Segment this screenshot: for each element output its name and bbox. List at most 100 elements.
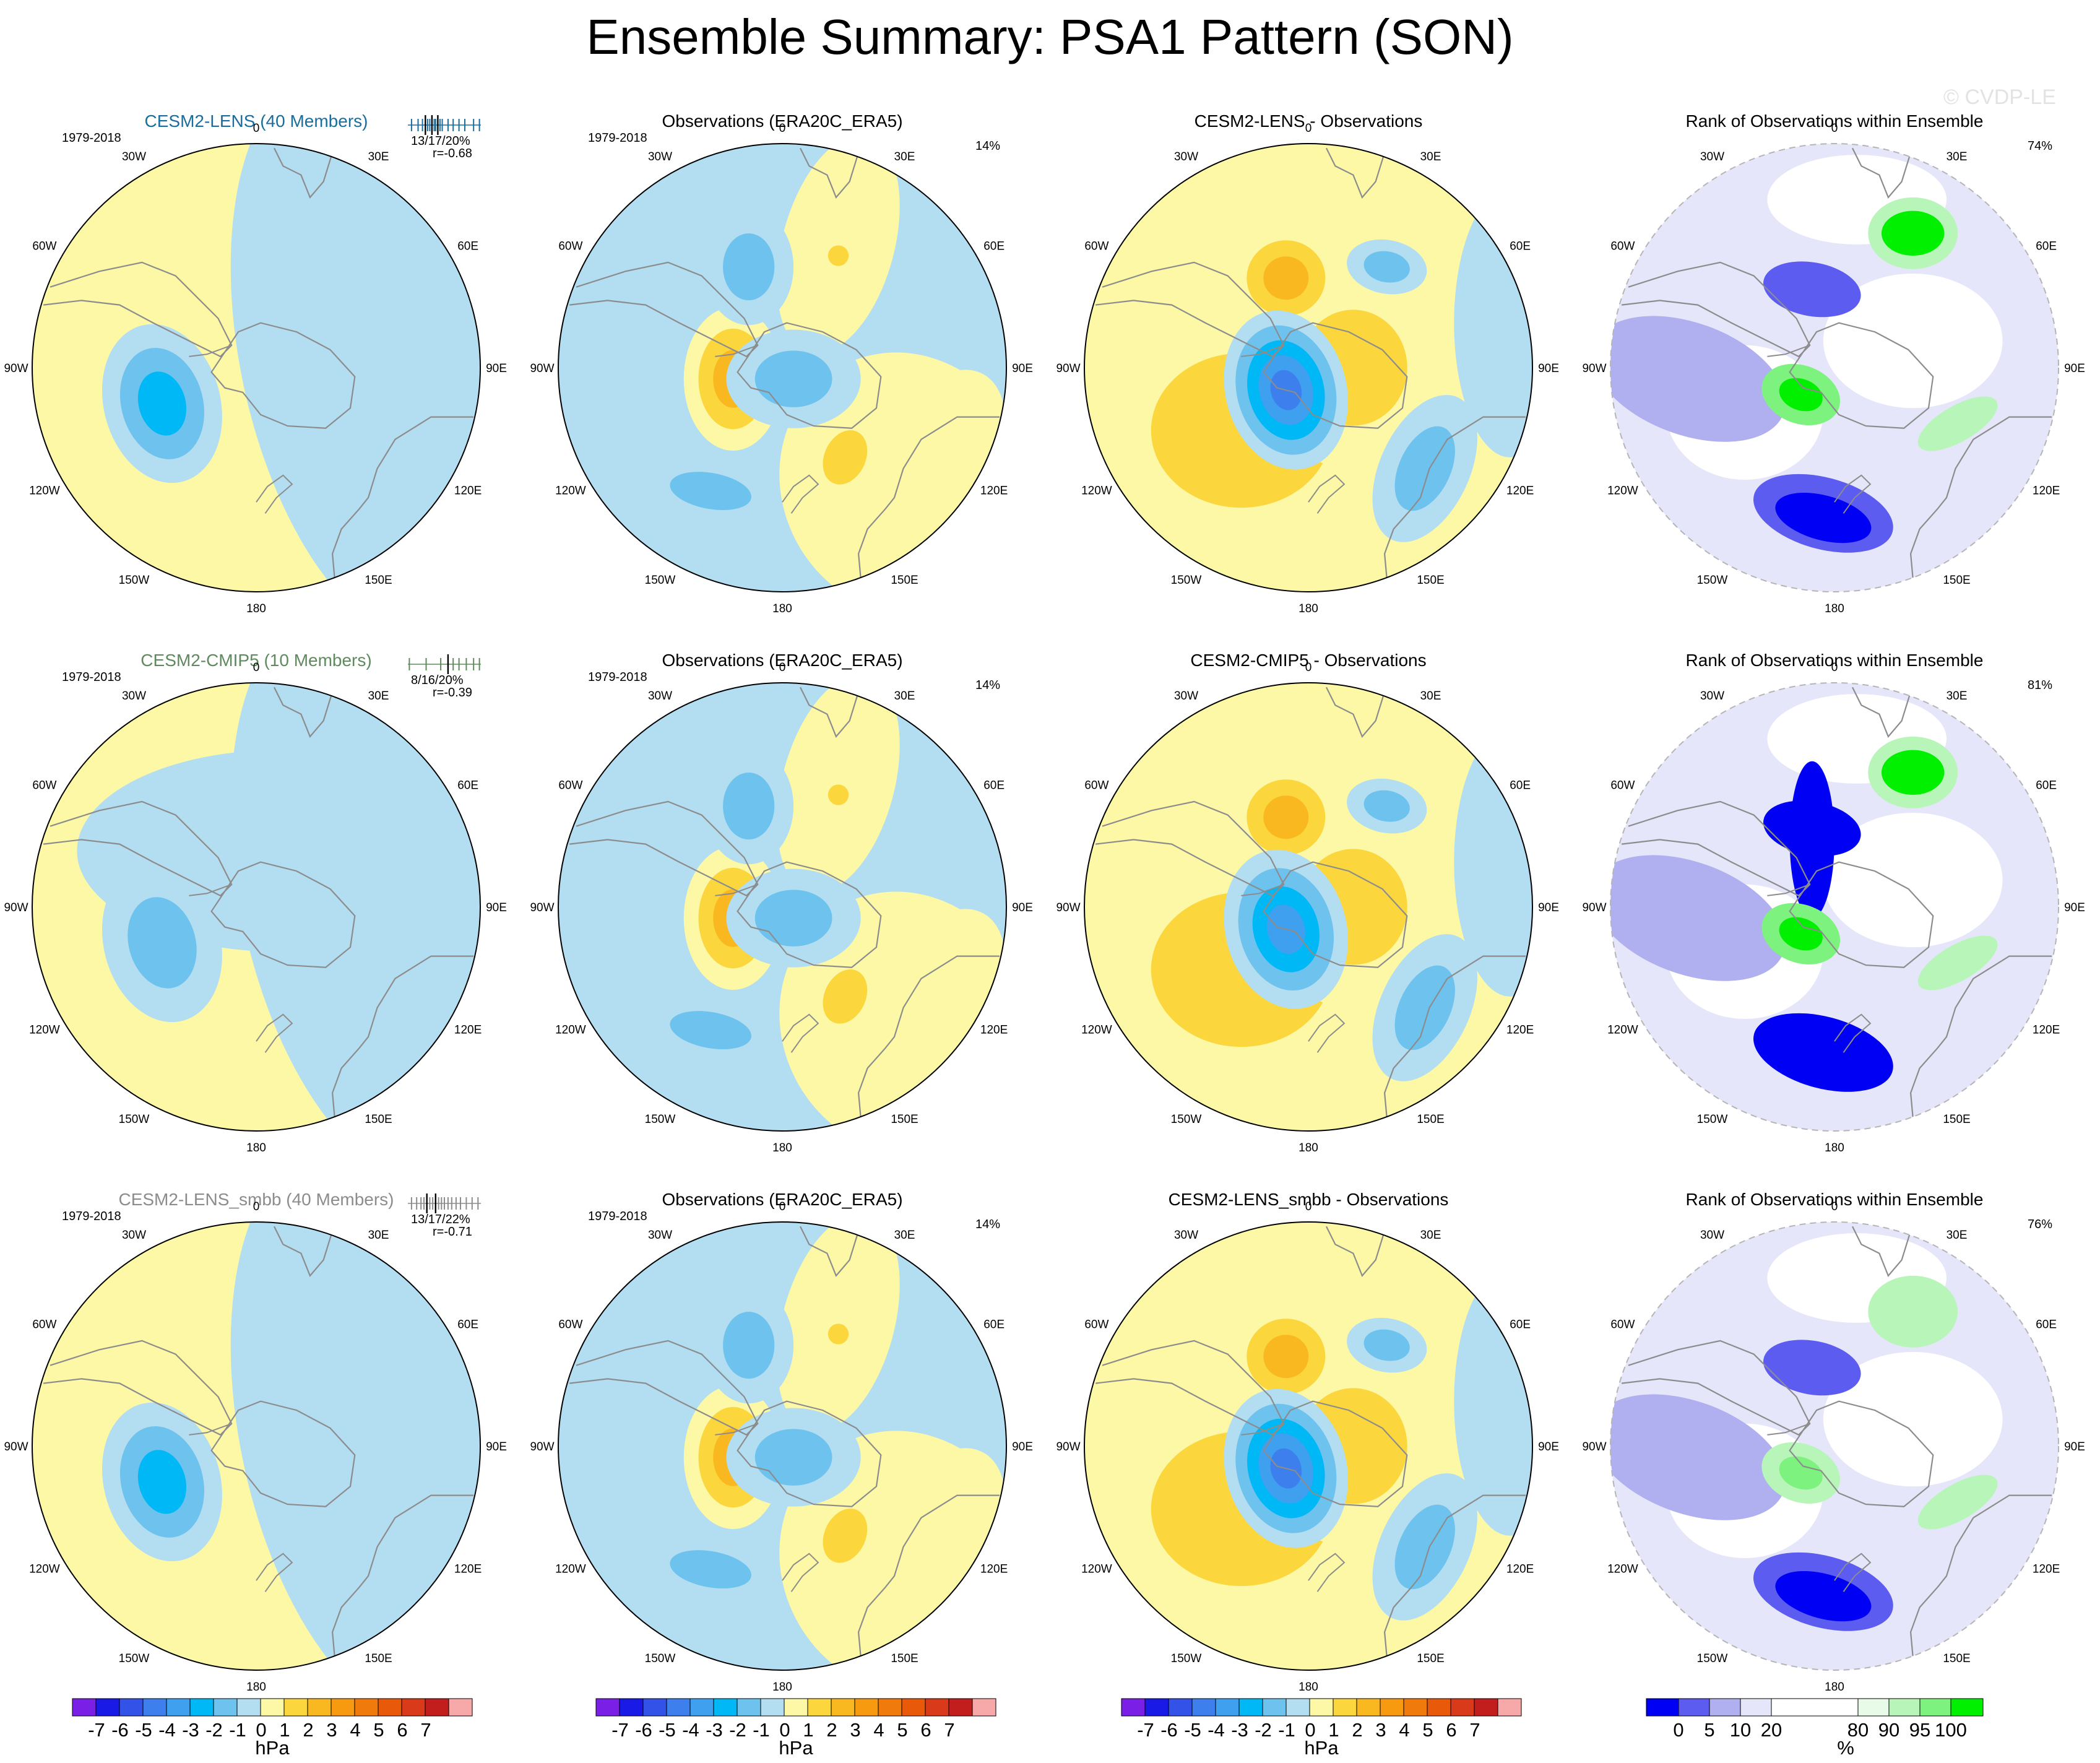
- anomaly-low: [1394, 965, 1455, 1050]
- lon-label-180: 180: [1825, 602, 1844, 615]
- lon-label-60E: 60E: [983, 240, 1005, 253]
- colorbar-tick: -5: [1184, 1719, 1201, 1741]
- stats-label: 8/16/20%: [411, 674, 464, 687]
- lon-label-0: 0: [253, 1200, 260, 1213]
- colorbar-tick: 1: [803, 1719, 813, 1741]
- colorbar-swatch: [166, 1698, 191, 1717]
- lon-label-60W: 60W: [558, 240, 582, 253]
- colorbar-swatch: [378, 1698, 402, 1717]
- lon-label-90W: 90W: [1582, 1440, 1606, 1453]
- lon-label-30E: 30E: [1947, 690, 1968, 703]
- colorbar-swatch: [1285, 1698, 1310, 1717]
- lon-label-60W: 60W: [1610, 240, 1635, 253]
- antarctica-coastline: [737, 322, 882, 429]
- field-negative: [1454, 188, 1532, 457]
- colorbar-tick: -2: [729, 1719, 746, 1741]
- new-zealand-coastline: [1308, 1553, 1346, 1592]
- antarctica-coastline: [1263, 322, 1408, 429]
- antarctica-coastline: [1263, 1400, 1408, 1507]
- colorbar-tick: -6: [1160, 1719, 1178, 1741]
- lon-label-30E: 30E: [1947, 150, 1968, 163]
- africa-coastline: [800, 687, 860, 738]
- colorbar-tick: 2: [1352, 1719, 1362, 1741]
- lon-label-0: 0: [253, 122, 260, 135]
- lon-label-30W: 30W: [648, 1229, 672, 1242]
- lon-label-120W: 120W: [555, 485, 586, 498]
- lon-label-30W: 30W: [122, 1229, 146, 1242]
- map-border: [1084, 682, 1533, 1132]
- lon-label-180: 180: [1825, 1681, 1844, 1694]
- australia-coastline: [857, 955, 1000, 1118]
- panel-title: Rank of Observations within Ensemble: [1686, 651, 1984, 670]
- colorbar-swatch: [354, 1698, 379, 1717]
- lon-label-30W: 30W: [648, 690, 672, 703]
- lon-label-180: 180: [1298, 602, 1318, 615]
- colorbar-tick: 7: [1469, 1719, 1480, 1741]
- rank-high: [1917, 935, 1998, 990]
- lon-label-90E: 90E: [2064, 901, 2085, 914]
- colorbar-tick: -3: [706, 1719, 723, 1741]
- period-label: 1979-2018: [62, 670, 121, 684]
- map-border: [32, 682, 481, 1132]
- new-zealand-coastline: [1834, 1013, 1872, 1053]
- panel-r3-c2: Observations (ERA20C_ERA5)0 30E 60E 90E 120E…: [530, 1190, 1032, 1694]
- antarctica-coastline: [1789, 861, 1934, 968]
- lon-label-90W: 90W: [4, 362, 28, 375]
- anomaly-high: [827, 245, 849, 266]
- lon-label-150W: 150W: [645, 574, 676, 587]
- lon-label-90W: 90W: [530, 362, 554, 375]
- anomaly-high: [1263, 795, 1309, 839]
- lon-label-150E: 150E: [891, 1652, 918, 1665]
- colorbar-tick: 4: [350, 1719, 360, 1741]
- map-border: [558, 682, 1007, 1132]
- colorbar-tick: -4: [682, 1719, 699, 1741]
- colorbar-swatch: [737, 1698, 761, 1717]
- lon-label-150E: 150E: [1417, 1652, 1444, 1665]
- lon-label-90E: 90E: [1538, 362, 1559, 375]
- panel-title: CESM2-CMIP5 - Observations: [1190, 651, 1426, 670]
- anomaly-low: [127, 897, 197, 989]
- colorbar-tick: 0: [779, 1719, 790, 1741]
- colorbar-tick: 6: [920, 1719, 931, 1741]
- rank-low: [1763, 1340, 1861, 1396]
- anomaly-high: [827, 784, 849, 805]
- antarctica-coastline: [737, 1400, 882, 1507]
- colorbar-tick: -4: [1208, 1719, 1225, 1741]
- colorbar-tick: 10: [1730, 1719, 1751, 1741]
- anomaly-low: [1363, 1329, 1410, 1361]
- map-field: [558, 1222, 1006, 1670]
- colorbar-rank: 0 5 10 20 80 90 95 100%: [1646, 1698, 1984, 1759]
- colorbar-swatch: [1474, 1698, 1498, 1717]
- lon-label-0: 0: [1831, 661, 1838, 674]
- lon-label-150W: 150W: [1697, 1113, 1728, 1126]
- lon-label-90W: 90W: [1582, 362, 1606, 375]
- colorbar-swatch: [1403, 1698, 1428, 1717]
- colorbar-swatch: [448, 1698, 473, 1717]
- colorbar-tick: 6: [1446, 1719, 1456, 1741]
- colorbar-swatch: [260, 1698, 285, 1717]
- lon-label-120W: 120W: [555, 1024, 586, 1037]
- colorbar-swatch: [331, 1698, 355, 1717]
- lon-label-60W: 60W: [1610, 779, 1635, 792]
- peninsula-coastline: [189, 344, 232, 357]
- colorbar-swatch: [1309, 1698, 1334, 1717]
- map-field: [558, 144, 1006, 592]
- panel-r1-c1: CESM2-LENS (40 Members)0 30E 60E 90E 120E 150…: [4, 111, 506, 615]
- map-field: [1084, 144, 1532, 592]
- lon-label-0: 0: [1831, 1200, 1838, 1213]
- lon-label-150W: 150W: [1697, 1652, 1728, 1665]
- lon-label-120W: 120W: [1607, 485, 1638, 498]
- peninsula-coastline: [189, 1423, 232, 1436]
- lon-label-60W: 60W: [1084, 779, 1108, 792]
- colorbar-swatch: [948, 1698, 973, 1717]
- lon-label-150E: 150E: [365, 1113, 392, 1126]
- peninsula-coastline: [1767, 1423, 1810, 1436]
- panel-r2-c2: Observations (ERA20C_ERA5)0 30E 60E 90E 120E…: [530, 651, 1032, 1154]
- lon-label-60W: 60W: [1610, 1319, 1635, 1332]
- lon-label-150E: 150E: [365, 1652, 392, 1665]
- colorbar-swatch: [236, 1698, 261, 1717]
- colorbar-tick: -3: [182, 1719, 199, 1741]
- lon-label-90W: 90W: [530, 1440, 554, 1453]
- colorbar-swatch: [1262, 1698, 1287, 1717]
